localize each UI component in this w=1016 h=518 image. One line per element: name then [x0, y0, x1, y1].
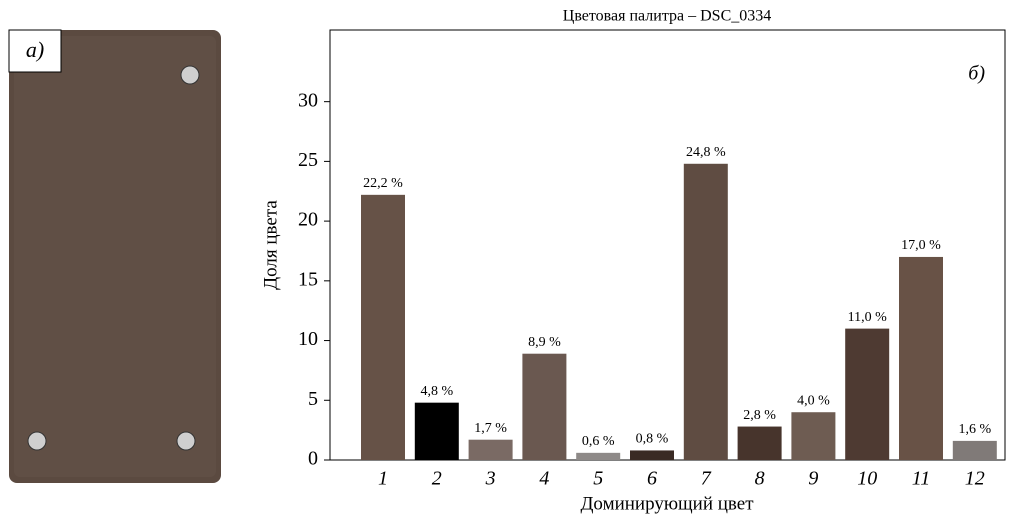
hole: [177, 432, 195, 450]
y-tick-label: 25: [298, 149, 318, 171]
value-label: 1,7 %: [474, 421, 507, 436]
bar: [845, 329, 889, 460]
x-tick-label: 10: [857, 468, 877, 490]
x-tick-label: 3: [485, 468, 496, 490]
bar: [522, 354, 566, 460]
x-tick-label: 2: [432, 468, 442, 490]
value-label: 0,6 %: [582, 434, 615, 449]
bar: [576, 453, 620, 460]
value-label: 22,2 %: [363, 176, 403, 191]
figure: а) Цветовая палитра – DSC_0334 б) Домини…: [0, 0, 1016, 518]
bar: [361, 195, 405, 460]
x-tick-label: 6: [647, 468, 657, 490]
y-axis-label: Доля цвета: [260, 200, 281, 290]
sample-surface: [14, 36, 216, 477]
bar: [469, 440, 513, 460]
x-tick-label: 5: [593, 468, 603, 490]
bar: [953, 441, 997, 460]
hole: [181, 66, 199, 84]
y-tick-label: 15: [298, 268, 318, 290]
page: а) Цветовая палитра – DSC_0334 б) Домини…: [0, 0, 1016, 518]
hole: [28, 432, 46, 450]
x-tick-label: 11: [912, 468, 931, 490]
value-label: 2,8 %: [743, 408, 776, 423]
y-tick-label: 20: [298, 209, 318, 231]
annotation: б): [968, 63, 985, 85]
value-label: 1,6 %: [958, 422, 991, 437]
bar: [630, 450, 674, 460]
bar: [791, 412, 835, 460]
x-tick-label: 12: [965, 468, 985, 490]
x-tick-label: 9: [808, 468, 818, 490]
value-label: 11,0 %: [848, 310, 887, 325]
x-tick-label: 4: [539, 468, 549, 490]
bar: [415, 403, 459, 460]
bar: [899, 257, 943, 460]
value-label: 8,9 %: [528, 335, 561, 350]
y-tick-label: 10: [298, 328, 318, 350]
value-label: 24,8 %: [686, 145, 726, 160]
x-axis-label: Доминирующий цвет: [580, 493, 754, 514]
panel-label: а): [26, 37, 44, 62]
photo-panel: а): [9, 30, 221, 483]
bar: [738, 427, 782, 460]
value-label: 4,8 %: [420, 384, 453, 399]
value-label: 0,8 %: [636, 432, 669, 447]
x-tick-label: 8: [755, 468, 765, 490]
bar: [684, 164, 728, 460]
value-label: 17,0 %: [901, 238, 941, 253]
chart-title: Цветовая палитра – DSC_0334: [563, 8, 771, 25]
y-tick-label: 5: [308, 388, 318, 410]
y-tick-label: 30: [298, 89, 318, 111]
x-tick-label: 1: [378, 468, 388, 490]
y-tick-label: 0: [308, 448, 318, 470]
value-label: 4,0 %: [797, 393, 830, 408]
x-tick-label: 7: [701, 468, 712, 490]
